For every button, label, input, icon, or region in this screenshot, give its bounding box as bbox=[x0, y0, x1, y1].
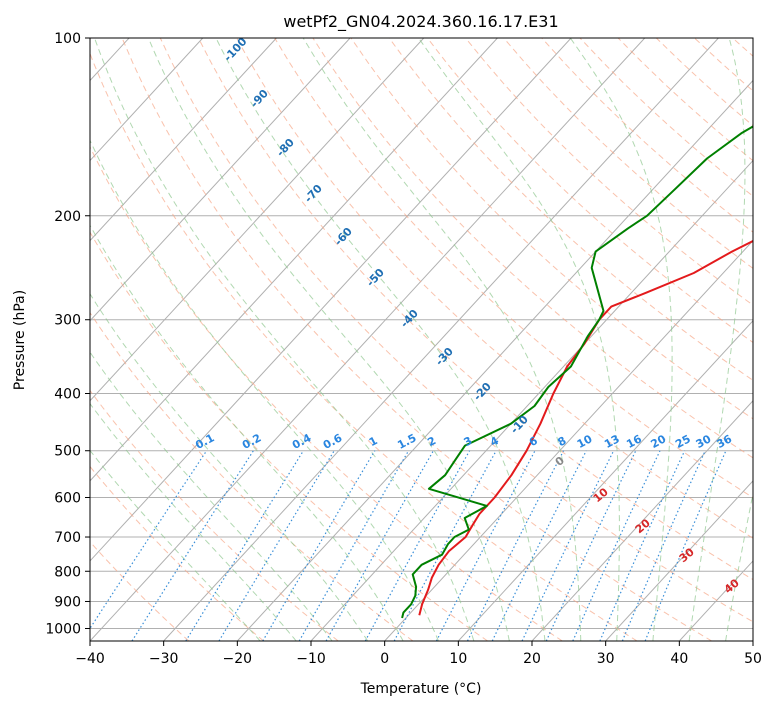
mixing-ratio-line bbox=[298, 450, 410, 641]
isotherm-line bbox=[90, 38, 498, 482]
y-tick-label: 100 bbox=[54, 31, 81, 47]
dry-adiabat-line bbox=[90, 52, 638, 641]
moist-adiabat-line bbox=[147, 38, 510, 641]
mixing-ratio-label: 13 bbox=[602, 432, 622, 451]
mixing-ratio-label: 20 bbox=[649, 432, 669, 451]
moist-adiabat-line bbox=[90, 293, 369, 641]
x-tick-label: −20 bbox=[223, 651, 253, 667]
mixing-ratio-line bbox=[466, 450, 565, 641]
mixing-ratio-label: 10 bbox=[575, 432, 595, 451]
moist-adiabat-line bbox=[302, 38, 582, 641]
isotherm-line bbox=[90, 38, 646, 641]
isotherm-line bbox=[90, 38, 351, 322]
background-lines bbox=[90, 38, 753, 641]
y-tick-label: 700 bbox=[54, 530, 81, 546]
mixing-ratio-line bbox=[185, 450, 304, 641]
isotherm-line bbox=[163, 38, 719, 641]
x-tick-label: 10 bbox=[449, 651, 467, 667]
dry-adiabat-line bbox=[197, 38, 753, 581]
y-tick-label: 500 bbox=[54, 444, 81, 460]
y-tick-label: 800 bbox=[54, 564, 81, 580]
dry-adiabat-line bbox=[90, 231, 488, 641]
mixing-ratio-label: 16 bbox=[624, 432, 644, 451]
dry-adiabat-line bbox=[312, 38, 753, 459]
mixing-ratio-label: 36 bbox=[714, 432, 734, 451]
isotherm-line bbox=[90, 38, 204, 162]
mixing-ratio-line bbox=[90, 450, 208, 630]
mixing-ratio-line bbox=[435, 450, 536, 641]
x-tick-label: 50 bbox=[744, 651, 762, 667]
y-tick-label: 200 bbox=[54, 209, 81, 225]
dry-adiabat-line bbox=[388, 38, 753, 381]
dry-adiabat-line bbox=[236, 38, 753, 539]
dry-adiabat-line bbox=[274, 38, 753, 499]
isotherm-line bbox=[236, 79, 753, 641]
mixing-ratio-label: 25 bbox=[673, 432, 693, 451]
x-tick-label: −30 bbox=[149, 651, 179, 667]
x-tick-label: 30 bbox=[597, 651, 615, 667]
isotherm-line bbox=[90, 38, 425, 402]
sounding-profiles bbox=[401, 125, 753, 619]
moist-adiabat-line bbox=[725, 491, 753, 641]
moist-adiabat-line bbox=[90, 351, 333, 641]
x-tick-label: 20 bbox=[523, 651, 541, 667]
y-tick-label: 1000 bbox=[45, 621, 81, 637]
x-tick-label: −10 bbox=[296, 651, 326, 667]
dry-adiabat-line bbox=[90, 541, 190, 641]
chart-title: wetPf2_GN04.2024.360.16.17.E31 bbox=[283, 12, 558, 32]
mixing-ratio-line bbox=[644, 450, 727, 641]
isotherm-line bbox=[90, 38, 572, 562]
temperature-profile-line bbox=[418, 239, 753, 616]
moist-adiabat-line bbox=[90, 402, 297, 641]
dewpoint-profile-line bbox=[401, 125, 753, 619]
mixing-ratio-line bbox=[599, 450, 686, 641]
axes: −40 −30 −20 −10 0 10 20 30 40 50 100 200 300 400 500 60… bbox=[45, 31, 762, 667]
dry-adiabat-line bbox=[90, 145, 563, 641]
isotherm-line bbox=[90, 38, 277, 242]
moist-adiabat-line bbox=[94, 38, 475, 641]
mixing-ratio-label: 30 bbox=[694, 432, 714, 451]
moist-adiabat-line bbox=[90, 224, 404, 641]
y-axis-title: Pressure (hPa) bbox=[12, 290, 28, 390]
dry-adiabat-line bbox=[427, 38, 753, 344]
dry-adiabat-line bbox=[121, 38, 712, 641]
moist-adiabat-line bbox=[688, 38, 746, 641]
moist-adiabat-line bbox=[418, 38, 620, 641]
y-tick-label: 300 bbox=[54, 313, 81, 329]
moist-adiabat-line bbox=[215, 38, 546, 641]
y-tick-label: 900 bbox=[54, 594, 81, 610]
x-tick-label: 0 bbox=[380, 651, 389, 667]
x-axis-title: Temperature (°C) bbox=[360, 681, 482, 697]
isotherm-line bbox=[531, 400, 753, 641]
y-tick-label: 600 bbox=[54, 490, 81, 506]
mixing-ratio-line bbox=[325, 450, 434, 641]
mixing-ratio-line bbox=[131, 450, 254, 641]
moist-adiabat-line bbox=[90, 139, 439, 641]
plot-frame bbox=[89, 37, 754, 642]
y-tick-label: 400 bbox=[54, 387, 81, 403]
mixing-ratio-line bbox=[572, 450, 661, 641]
x-tick-label: −40 bbox=[75, 651, 105, 667]
mixing-ratio-line bbox=[364, 450, 471, 641]
dry-adiabat-line bbox=[159, 38, 753, 623]
mixing-ratio-line bbox=[621, 450, 706, 641]
moist-adiabat-line bbox=[569, 38, 673, 641]
isotherm-line bbox=[384, 239, 753, 641]
x-tick-label: 40 bbox=[670, 651, 688, 667]
dry-adiabat-line bbox=[90, 465, 264, 641]
isotherm-line bbox=[457, 319, 753, 641]
dry-adiabat-line bbox=[350, 38, 753, 420]
isotherm-line bbox=[605, 480, 753, 641]
